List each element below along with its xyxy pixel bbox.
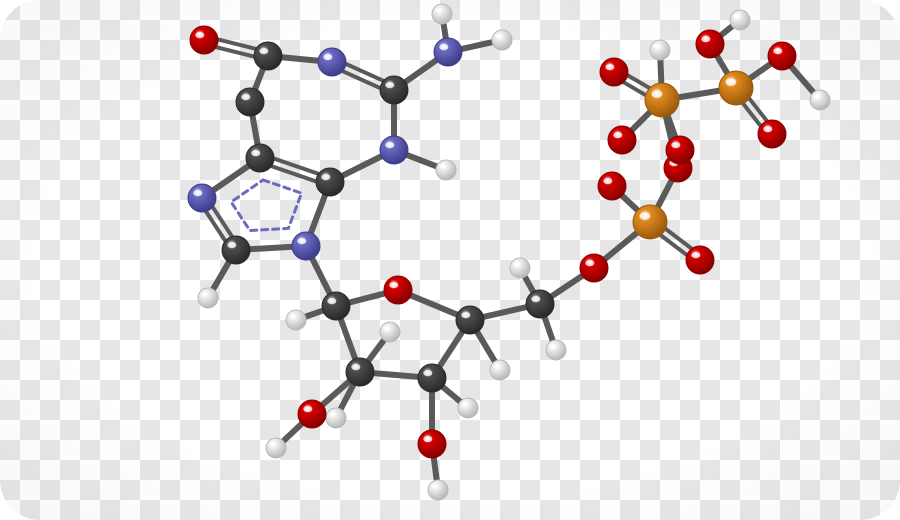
bond: [309, 190, 327, 238]
atom-H: [380, 322, 400, 342]
atom-C: [254, 42, 282, 70]
atoms-layer: [188, 4, 830, 500]
atom-P: [645, 83, 679, 117]
atom-O: [190, 26, 218, 54]
atom-O: [758, 120, 786, 148]
atom-H: [458, 398, 478, 418]
atom-H: [198, 288, 218, 308]
atom-O: [598, 172, 626, 200]
atom-C: [236, 88, 264, 116]
atom-H: [266, 438, 286, 458]
atom-P: [633, 205, 667, 239]
atom-H: [730, 10, 750, 30]
bond: [344, 292, 390, 304]
atom-H: [810, 90, 830, 110]
atom-C: [222, 236, 250, 264]
bond: [478, 306, 532, 318]
atom-H: [436, 160, 456, 180]
atom-O: [580, 254, 608, 282]
atom-N: [188, 184, 216, 212]
atom-O: [666, 136, 694, 164]
bond: [600, 228, 642, 262]
atom-P: [719, 71, 753, 105]
atom-H: [510, 258, 530, 278]
bond: [209, 163, 253, 193]
atom-C: [346, 358, 374, 386]
bond: [406, 293, 462, 317]
atom-O: [298, 400, 326, 428]
atom-H: [650, 40, 670, 60]
atom-C: [418, 364, 446, 392]
bond: [547, 273, 587, 300]
bond: [672, 90, 726, 99]
atom-O: [696, 30, 724, 58]
atom-H: [492, 30, 512, 50]
atom-C: [316, 168, 344, 196]
bond: [401, 57, 441, 85]
bond: [338, 154, 387, 178]
atom-H: [490, 360, 510, 380]
atom-O: [384, 276, 412, 304]
molecule-diagram: [0, 0, 900, 520]
atom-N: [434, 38, 462, 66]
bond: [339, 314, 357, 364]
molecule-svg: [0, 0, 900, 520]
aromatic-dash-layer: [231, 180, 301, 231]
atom-H: [286, 310, 306, 330]
atom-O: [608, 126, 636, 154]
atom-C: [246, 144, 274, 172]
atom-O: [686, 246, 714, 274]
bond: [474, 327, 497, 365]
bond: [244, 246, 297, 249]
atom-N: [380, 136, 408, 164]
atom-O: [768, 42, 796, 70]
aromatic-dash: [231, 180, 301, 231]
bond: [456, 41, 496, 50]
atom-H: [428, 480, 448, 500]
atom-H: [546, 340, 566, 360]
atom-C: [526, 290, 554, 318]
bond: [368, 373, 423, 378]
atom-O: [600, 58, 628, 86]
atom-C: [322, 292, 350, 320]
bond: [211, 257, 232, 293]
bond: [437, 327, 466, 371]
atom-O: [418, 430, 446, 458]
atom-H: [326, 408, 346, 428]
atom-C: [380, 76, 408, 104]
bond: [787, 62, 816, 95]
bond: [402, 153, 441, 168]
atom-C: [456, 306, 484, 334]
bond: [310, 254, 332, 299]
atom-N: [292, 232, 320, 260]
atom-H: [432, 4, 452, 24]
atom-N: [318, 48, 346, 76]
bond: [276, 57, 323, 61]
